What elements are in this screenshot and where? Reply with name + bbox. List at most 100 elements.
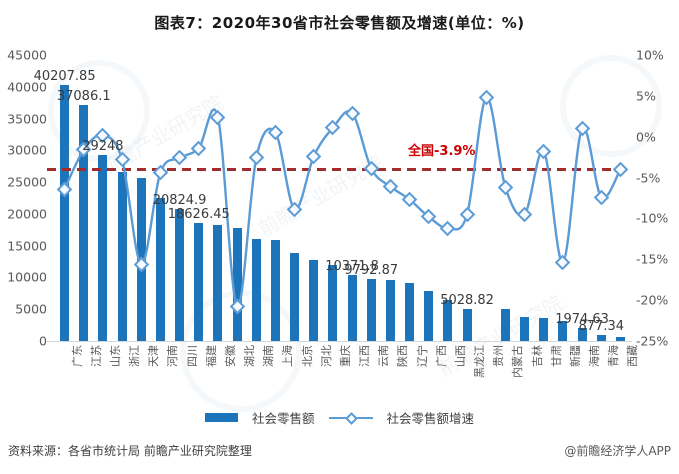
line-marker-内蒙古 bbox=[497, 179, 514, 196]
line-marker-陕西 bbox=[382, 178, 399, 195]
bar-山西 bbox=[443, 299, 453, 341]
x-axis-label-辽宁: 辽宁 bbox=[403, 345, 429, 405]
y-axis-tick-left: 30000 bbox=[7, 142, 47, 158]
x-axis-label-江苏: 江苏 bbox=[77, 345, 103, 405]
x-axis-label-内蒙古: 内蒙古 bbox=[498, 345, 524, 405]
bar-甘肃 bbox=[539, 317, 549, 341]
y-axis-tick-left: 20000 bbox=[7, 206, 47, 222]
bar-辽宁 bbox=[405, 283, 415, 341]
bar-重庆 bbox=[328, 265, 338, 341]
line-marker-浙江 bbox=[114, 151, 130, 168]
x-axis-label-福建: 福建 bbox=[192, 345, 218, 405]
bar-河南 bbox=[155, 197, 165, 341]
x-axis-label-河北: 河北 bbox=[307, 345, 333, 405]
line-marker-青海 bbox=[593, 189, 610, 205]
line-marker-北京 bbox=[286, 201, 303, 218]
x-axis-label-青海: 青海 bbox=[594, 345, 620, 405]
bar-河北 bbox=[309, 259, 319, 341]
line-marker-贵州 bbox=[478, 89, 495, 106]
bar-value-label: 37086.1 bbox=[56, 89, 111, 105]
line-marker-湖南 bbox=[248, 150, 265, 166]
bar-value-label: 18626.45 bbox=[167, 206, 230, 222]
line-marker-河北 bbox=[305, 148, 322, 165]
y-axis-tick-left: 0 bbox=[39, 333, 47, 349]
x-axis-label-四川: 四川 bbox=[173, 345, 199, 405]
bar-湖南 bbox=[251, 238, 261, 341]
source-note: 资料来源：各省市统计局 前瞻产业研究院整理 bbox=[8, 444, 252, 458]
bar-湖北 bbox=[232, 227, 242, 341]
x-axis-label-山西: 山西 bbox=[441, 345, 467, 405]
bar-山东 bbox=[98, 155, 108, 341]
x-axis-label-海南: 海南 bbox=[575, 345, 601, 405]
bar-四川 bbox=[175, 208, 185, 341]
bar-安徽 bbox=[213, 224, 223, 341]
bar-value-label: 1974.63 bbox=[555, 312, 609, 328]
line-marker-辽宁 bbox=[401, 191, 418, 208]
bar-吉林 bbox=[520, 316, 530, 341]
bar-海南 bbox=[577, 328, 587, 341]
legend-bar-label: 社会零售额 bbox=[251, 411, 315, 426]
legend-line-label: 社会零售额增速 bbox=[386, 411, 475, 426]
x-axis-label-云南: 云南 bbox=[364, 345, 390, 405]
y-axis-tick-right: 10% bbox=[636, 47, 664, 63]
bar-黑龙江 bbox=[462, 309, 472, 341]
y-axis-tick-right: -20% bbox=[636, 292, 669, 308]
x-axis-label-贵州: 贵州 bbox=[479, 345, 505, 405]
x-axis-line bbox=[47, 341, 632, 342]
bar-江西 bbox=[347, 275, 357, 341]
bar-陕西 bbox=[385, 279, 395, 341]
legend-line-swatch bbox=[328, 411, 373, 425]
x-axis-label-黑龙江: 黑龙江 bbox=[460, 345, 486, 405]
bar-福建 bbox=[194, 222, 204, 341]
x-axis-label-河南: 河南 bbox=[153, 345, 179, 405]
line-marker-广西 bbox=[420, 209, 437, 225]
bar-广西 bbox=[424, 291, 434, 341]
x-axis-label-吉林: 吉林 bbox=[518, 345, 544, 405]
line-marker-安徽 bbox=[210, 109, 226, 125]
line-marker-海南 bbox=[574, 120, 590, 137]
legend-bar-swatch bbox=[204, 413, 238, 422]
branding-note: @前瞻经济学人APP bbox=[564, 444, 671, 458]
line-marker-山西 bbox=[440, 220, 456, 236]
line-marker-江西 bbox=[344, 105, 360, 121]
y-axis-tick-right: -15% bbox=[636, 251, 669, 267]
x-axis-label-甘肃: 甘肃 bbox=[537, 345, 563, 405]
bar-value-label: 20824.9 bbox=[152, 192, 207, 208]
x-axis-label-湖北: 湖北 bbox=[230, 345, 256, 405]
y-axis-tick-right: 0% bbox=[636, 129, 656, 145]
y-axis-tick-left: 45000 bbox=[7, 47, 47, 63]
y-axis-tick-left: 25000 bbox=[7, 174, 47, 190]
x-axis-label-陕西: 陕西 bbox=[383, 345, 409, 405]
x-axis-label-天津: 天津 bbox=[134, 345, 160, 405]
line-marker-黑龙江 bbox=[459, 206, 475, 223]
x-axis-label-text: 西藏 bbox=[626, 345, 640, 367]
chart-legend: 社会零售额 社会零售额增速 bbox=[0, 408, 679, 427]
line-marker-重庆 bbox=[325, 119, 341, 136]
x-axis-label-湖南: 湖南 bbox=[249, 345, 275, 405]
line-marker-甘肃 bbox=[535, 143, 552, 160]
national-average-label: 全国-3.9% bbox=[408, 143, 476, 159]
line-marker-西藏 bbox=[612, 161, 629, 178]
x-axis-label-西藏: 西藏 bbox=[613, 345, 639, 405]
bar-value-label: 29248 bbox=[82, 139, 124, 155]
x-axis-label-北京: 北京 bbox=[288, 345, 314, 405]
x-axis-label-广东: 广东 bbox=[58, 345, 84, 405]
watermark-text: 前瞻产业研究院 bbox=[254, 150, 388, 242]
x-axis-label-上海: 上海 bbox=[268, 345, 294, 405]
x-axis-label-广西: 广西 bbox=[422, 345, 448, 405]
y-axis-tick-left: 10000 bbox=[7, 269, 47, 285]
y-axis-tick-right: 5% bbox=[636, 88, 656, 104]
line-marker-新疆 bbox=[555, 254, 571, 271]
bar-value-label: 40207.85 bbox=[33, 69, 96, 85]
bar-北京 bbox=[290, 252, 300, 341]
y-axis-tick-right: -25% bbox=[636, 333, 669, 349]
bar-上海 bbox=[270, 239, 280, 341]
x-axis-label-浙江: 浙江 bbox=[115, 345, 141, 405]
line-marker-上海 bbox=[267, 124, 284, 141]
line-marker-云南 bbox=[363, 160, 380, 177]
bar-value-label: 5028.82 bbox=[440, 293, 494, 309]
bar-浙江 bbox=[117, 171, 127, 341]
y-axis-tick-right: -5% bbox=[636, 170, 661, 186]
x-axis-label-重庆: 重庆 bbox=[326, 345, 352, 405]
line-marker-福建 bbox=[190, 140, 207, 156]
